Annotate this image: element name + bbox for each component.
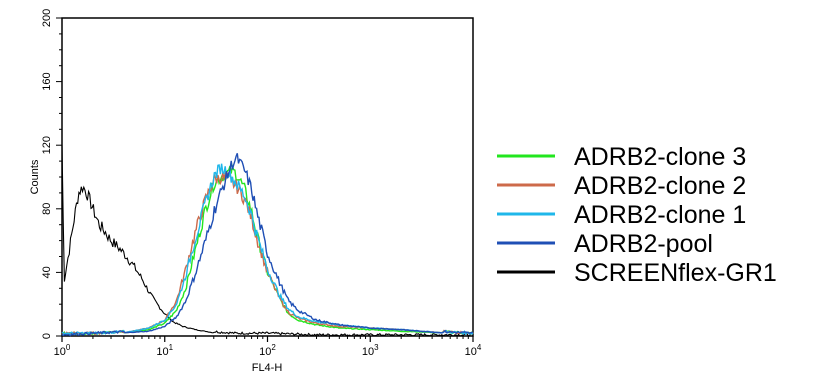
legend-label: ADRB2-clone 2 [574, 172, 746, 200]
y-tick-label: 160 [41, 72, 53, 90]
x-axis-title: FL4-H [252, 362, 283, 374]
x-tick-label: 104 [465, 343, 482, 358]
x-tick-label: 100 [54, 343, 71, 358]
x-tick-label: 103 [362, 343, 379, 358]
y-axis-title: Counts [29, 159, 41, 194]
series-line-adrb2-pool [61, 153, 474, 337]
x-tick-label: 101 [156, 343, 173, 358]
plot-frame [61, 17, 474, 337]
legend-label: ADRB2-clone 1 [574, 201, 746, 229]
x-tick-label: 102 [259, 343, 276, 358]
legend-label: SCREENflex-GR1 [574, 259, 777, 287]
series-line-adrb2-clone-1 [61, 163, 474, 336]
y-tick-label: 120 [41, 136, 53, 154]
series-line-adrb2-clone-3 [61, 163, 474, 336]
x-axis-ticks: 100 101 102 103 104 [54, 336, 482, 358]
y-tick-label: 80 [41, 203, 53, 215]
series-line-screenflex-gr1 [61, 145, 474, 337]
y-tick-label: 40 [41, 266, 53, 278]
legend-label: ADRB2-pool [574, 230, 713, 258]
y-tick-label: 0 [41, 333, 53, 339]
y-tick-label: 200 [41, 9, 53, 27]
plot-area: 100 101 102 103 104 0 40 80 120 160 200 [41, 9, 482, 358]
legend-label: ADRB2-clone 3 [574, 143, 746, 171]
series-layer [61, 145, 474, 337]
y-axis-ticks: 0 40 80 120 160 200 [41, 9, 62, 339]
